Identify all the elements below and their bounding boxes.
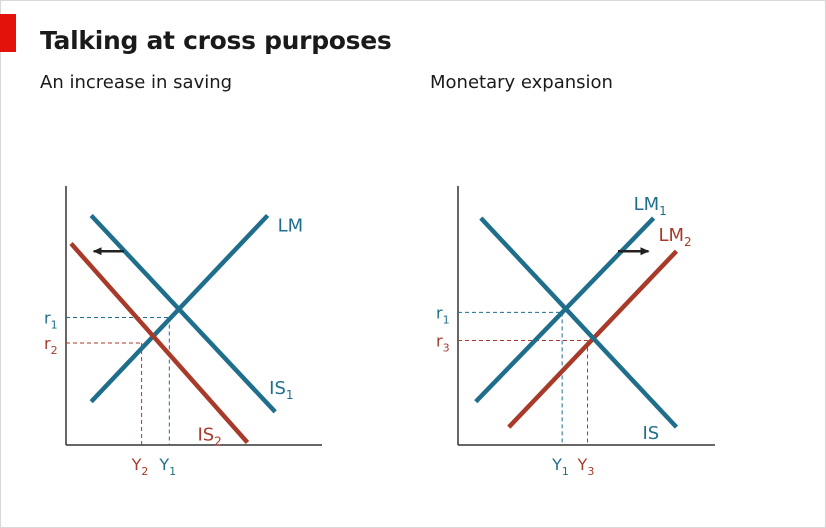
chart2-tick-label-Y3-sub: 3: [587, 465, 594, 478]
chart1-series-label-is1: IS1: [269, 378, 293, 402]
chart1-tick-label-r2: r2: [44, 334, 58, 357]
chart1-tick-label-r2-main: r: [44, 334, 51, 353]
chart2-tick-label-r3-main: r: [436, 331, 443, 350]
chart1-tick-label-Y2-sub: 2: [141, 465, 148, 478]
chart1-series-label-lm-main: LM: [278, 216, 304, 237]
chart1-series-label-is2-main: IS: [197, 424, 214, 445]
panel-2-subtitle: Monetary expansion: [430, 72, 613, 93]
chart2-tick-label-Y3: Y3: [577, 455, 595, 478]
chart2-tick-label-Y3-main: Y: [577, 455, 588, 474]
chart2-tick-label-r3: r3: [436, 331, 450, 354]
chart1-series-label-lm: LM: [278, 216, 304, 237]
chart2-tick-label-r1-main: r: [436, 303, 443, 322]
panel-1-subtitle: An increase in saving: [40, 72, 233, 93]
brand-tag: [0, 14, 16, 52]
chart1-tick-label-Y1-sub: 1: [169, 465, 176, 478]
chart1-series-is2: [69, 242, 250, 444]
chart1-tick-label-r1-main: r: [44, 309, 51, 328]
chart2-series-label-lm2-sub: 2: [684, 235, 692, 249]
chart1-series-label-is1-main: IS: [269, 378, 286, 399]
chart1-series-label-is1-sub: 1: [286, 388, 294, 402]
chart-title: Talking at cross purposes: [40, 26, 392, 55]
chart2-series-label-lm1-sub: 1: [659, 204, 667, 218]
chart1-tick-label-r1: r1: [44, 309, 58, 332]
chart2-series-label-lm2-main: LM: [658, 225, 684, 246]
chart1-tick-label-Y1-main: Y: [158, 455, 169, 474]
chart2-series-label-lm1-main: LM: [634, 194, 660, 215]
chart2-series-label-lm1: LM1: [634, 194, 667, 218]
chart2-tick-label-r3-sub: 3: [443, 341, 450, 354]
chart1-tick-label-r2-sub: 2: [51, 344, 58, 357]
chart2-series-label-is: IS: [642, 423, 659, 444]
chart2-series-label-is-main: IS: [642, 423, 659, 444]
chart1-tick-label-Y2: Y2: [131, 455, 149, 478]
chart2-tick-label-Y1-sub: 1: [562, 465, 569, 478]
chart2-tick-label-Y1: Y1: [551, 455, 569, 478]
chart1-tick-label-Y2-main: Y: [131, 455, 142, 474]
chart2-series-label-lm2: LM2: [658, 225, 691, 249]
chart1-series-label-is2-sub: 2: [214, 434, 222, 448]
chart1-series-is1: [89, 213, 277, 414]
chart2-tick-label-r1: r1: [436, 303, 450, 326]
chart2-tick-label-r1-sub: 1: [443, 313, 450, 326]
chart1-tick-label-Y1: Y1: [158, 455, 176, 478]
chart1-tick-label-r1-sub: 1: [51, 319, 58, 332]
chart2-series-is: [479, 216, 679, 429]
chart2-tick-label-Y1-main: Y: [551, 455, 562, 474]
chart1-series-label-is2: IS2: [197, 424, 221, 448]
